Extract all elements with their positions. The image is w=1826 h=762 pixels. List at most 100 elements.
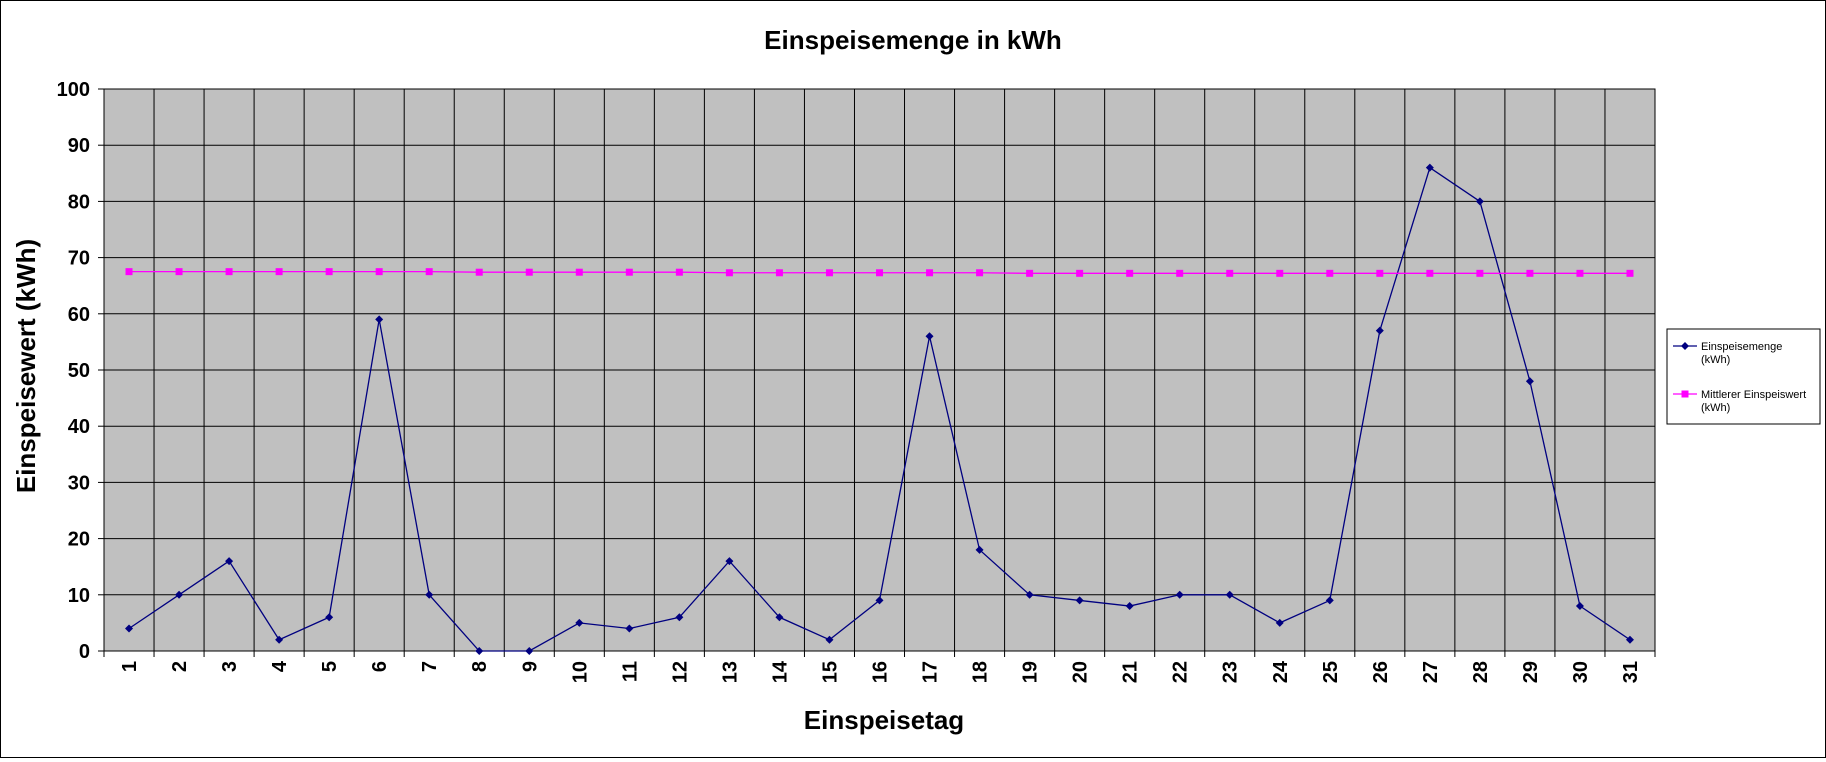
data-point [1626, 269, 1634, 277]
data-point [775, 269, 783, 277]
y-tick-label: 90 [68, 135, 90, 157]
x-tick-label: 3 [219, 661, 241, 672]
legend-label-2: Mittlerer Einspeiswert [1701, 389, 1806, 401]
data-point [1576, 269, 1584, 277]
data-point [926, 269, 934, 277]
x-tick-label: 21 [1120, 661, 1142, 683]
data-point [325, 613, 334, 622]
x-tick-label: 2 [169, 661, 191, 672]
data-point [675, 613, 684, 622]
y-tick-label: 50 [68, 360, 90, 382]
x-tick-label: 31 [1620, 661, 1642, 683]
x-tick-label: 24 [1270, 660, 1292, 683]
data-point [375, 268, 383, 276]
data-point [825, 635, 834, 644]
data-point [1325, 596, 1334, 605]
data-point [775, 613, 784, 622]
x-tick-label: 7 [419, 661, 441, 672]
data-point [876, 269, 883, 277]
data-point [375, 315, 384, 324]
data-point [976, 269, 984, 277]
data-point [625, 268, 633, 276]
data-point [1225, 590, 1234, 599]
data-point [325, 268, 333, 276]
data-point [725, 269, 733, 277]
legend-label-1: (kWh) [1701, 354, 1730, 366]
data-point [1426, 269, 1434, 277]
data-point [525, 268, 533, 276]
data-point [1526, 269, 1534, 277]
data-point [125, 268, 133, 276]
x-tick-label: 17 [920, 661, 942, 683]
data-point [1125, 602, 1134, 611]
data-point [725, 557, 734, 566]
data-point [675, 268, 683, 276]
x-tick-label: 30 [1570, 661, 1592, 683]
data-point [275, 635, 284, 644]
data-point [425, 268, 433, 276]
data-point [1275, 618, 1284, 627]
y-axis-title: Einspeisewert (kWh) [11, 239, 41, 493]
data-point [825, 269, 833, 277]
data-point [175, 268, 183, 276]
data-point [425, 590, 434, 599]
data-point [1025, 590, 1034, 599]
legend-label-2: (kWh) [1701, 402, 1730, 414]
y-tick-label: 60 [68, 304, 90, 326]
x-tick-label: 27 [1420, 661, 1442, 683]
data-point [275, 268, 283, 276]
y-tick-label: 80 [68, 191, 90, 213]
data-point [1175, 590, 1184, 599]
data-point [475, 268, 483, 276]
data-point [225, 268, 233, 276]
x-tick-label: 16 [870, 661, 892, 683]
data-point [475, 647, 484, 655]
data-point [1126, 269, 1134, 277]
data-point [575, 618, 584, 627]
x-tick-label: 26 [1370, 661, 1392, 683]
y-tick-label: 10 [68, 585, 90, 607]
legend: Einspeisemenge(kWh)Mittlerer Einspeiswer… [1666, 328, 1821, 425]
legend-marker [1681, 342, 1689, 350]
x-tick-label: 19 [1020, 661, 1042, 683]
data-point [1076, 269, 1084, 277]
x-tick-label: 15 [819, 661, 841, 683]
x-axis-title: Einspeisetag [804, 705, 964, 735]
y-tick-label: 70 [68, 248, 90, 270]
data-point [1176, 269, 1184, 277]
legend-box [1666, 328, 1821, 425]
x-tick-label: 8 [469, 661, 491, 672]
data-point [1375, 326, 1384, 335]
y-tick-label: 30 [68, 472, 90, 494]
data-point [1026, 269, 1034, 277]
data-point [1525, 377, 1534, 386]
legend-label-1: Einspeisemenge [1701, 341, 1782, 353]
x-tick-label: 12 [669, 661, 691, 683]
x-tick-label: 29 [1520, 661, 1542, 683]
y-tick-label: 100 [57, 79, 90, 101]
x-tick-label: 4 [269, 660, 291, 672]
x-tick-label: 20 [1070, 661, 1092, 683]
y-tick-label: 20 [68, 529, 90, 551]
x-tick-label: 13 [719, 661, 741, 683]
x-tick-label: 5 [319, 661, 341, 672]
data-point [525, 647, 534, 655]
data-point [975, 545, 984, 554]
data-point [1075, 596, 1084, 605]
data-point [125, 624, 134, 633]
data-point [225, 557, 234, 566]
x-tick-label: 1 [119, 661, 141, 672]
x-tick-label: 28 [1470, 661, 1492, 683]
y-tick-label: 40 [68, 416, 90, 438]
data-point [1625, 635, 1634, 644]
x-tick-label: 14 [769, 660, 791, 683]
data-point [1326, 269, 1334, 277]
data-point [575, 268, 583, 276]
data-point [1226, 269, 1234, 277]
x-tick-label: 23 [1220, 661, 1242, 683]
data-point [1376, 269, 1384, 277]
data-point [925, 332, 934, 341]
data-point [1425, 163, 1434, 172]
legend-marker [1681, 390, 1689, 398]
